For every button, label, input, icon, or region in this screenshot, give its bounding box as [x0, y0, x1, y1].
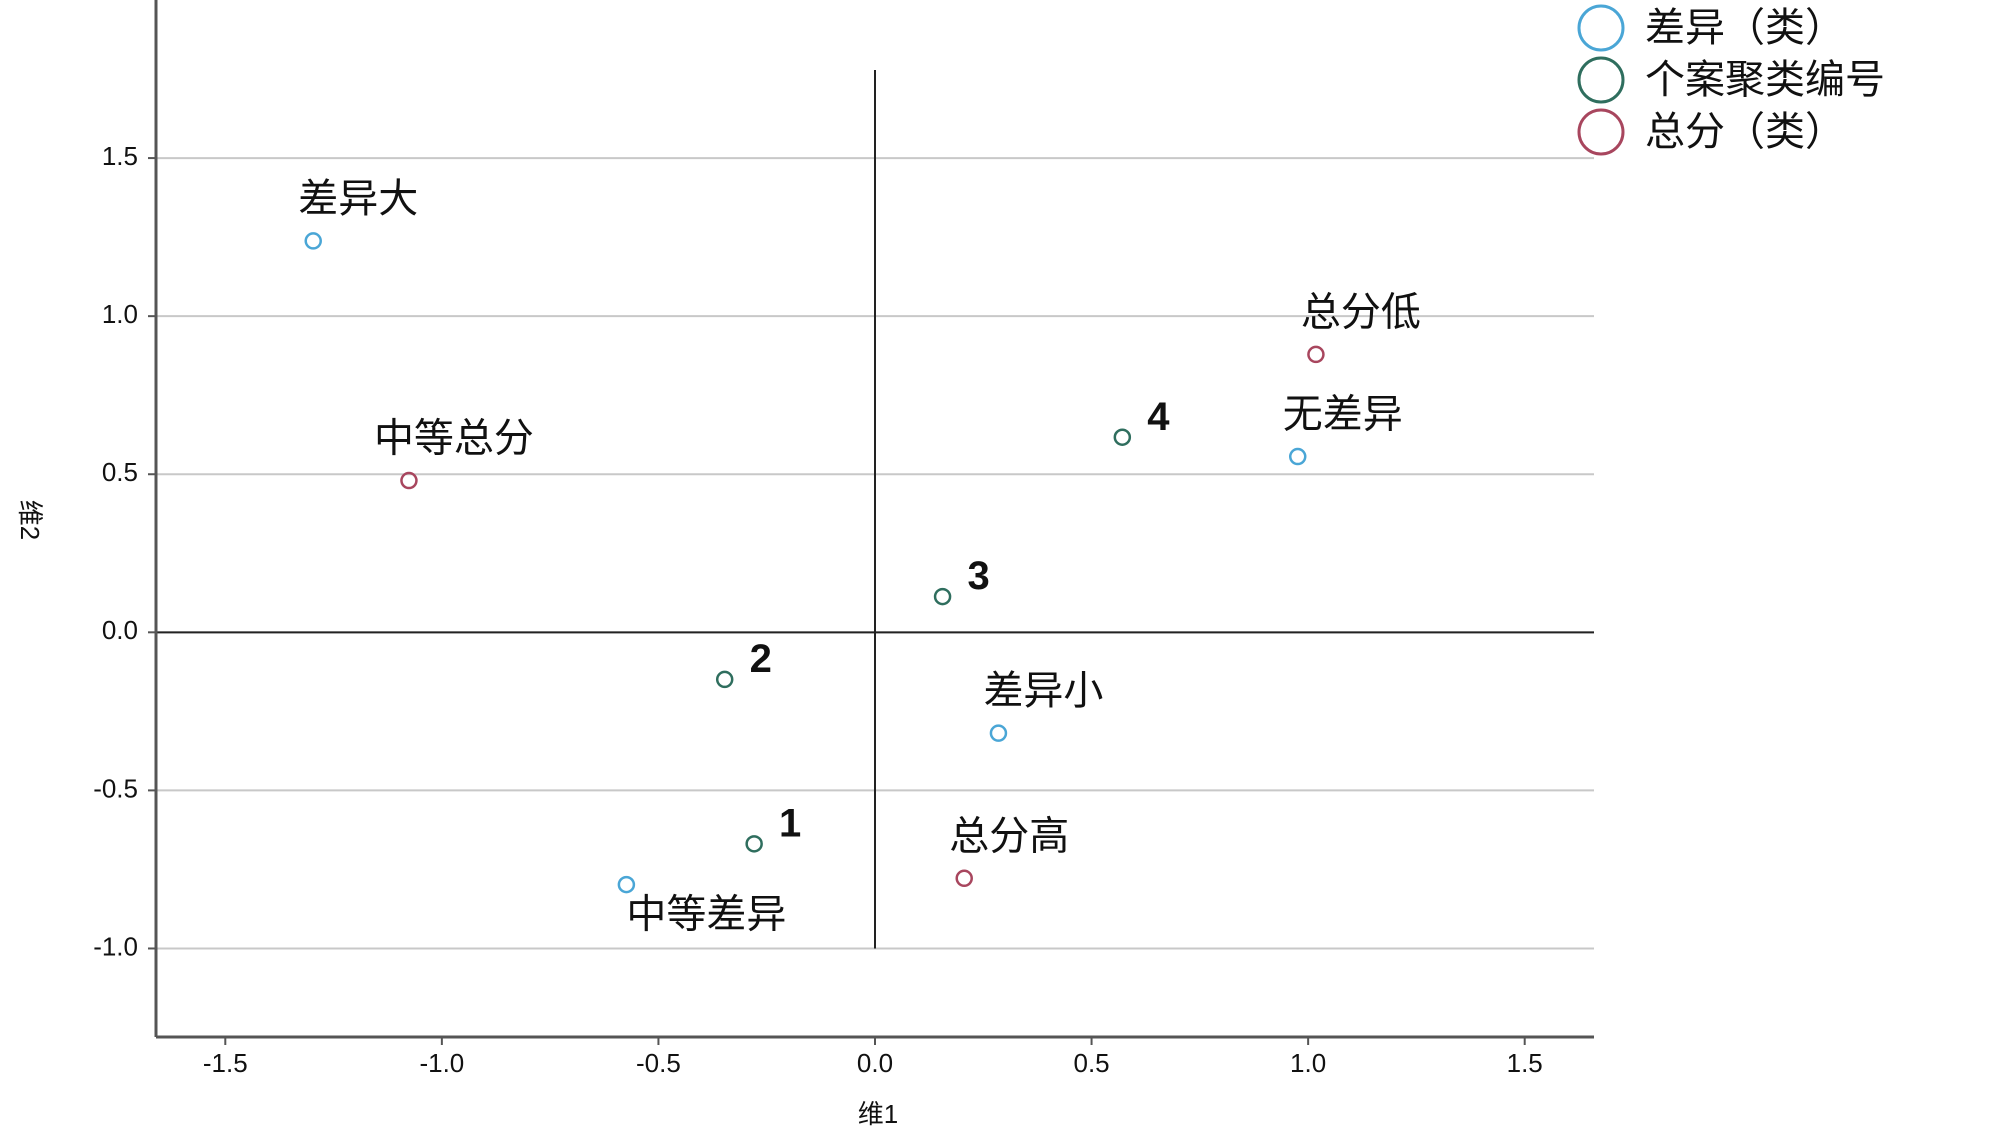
- point-label: 中等差异: [626, 892, 786, 938]
- point: [400, 471, 418, 490]
- point: [1288, 447, 1307, 466]
- legend-marker: [1577, 56, 1625, 104]
- y-tick-label: 1.0: [102, 299, 138, 329]
- legend-label: 总分（类）: [1645, 109, 1845, 155]
- point-label: 差异大: [298, 176, 418, 222]
- point-label: 1: [779, 801, 801, 845]
- point: [1307, 345, 1325, 364]
- point: [989, 724, 1008, 742]
- point-label: 2: [750, 637, 772, 681]
- x-tick-label: 0.0: [857, 1048, 893, 1078]
- y-tick-label: 1.5: [102, 141, 138, 171]
- y-tick-label: 0.0: [102, 615, 138, 645]
- y-tick-label: 0.5: [102, 457, 138, 487]
- point: [617, 875, 636, 894]
- point-label: 总分高: [949, 813, 1069, 859]
- point: [933, 587, 952, 606]
- y-tick-label: -0.5: [93, 773, 138, 803]
- x-tick-label: -1.5: [203, 1048, 248, 1078]
- legend-label: 差异（类）: [1645, 5, 1845, 51]
- point-label: 无差异: [1283, 392, 1403, 438]
- point: [715, 670, 734, 689]
- point-label: 4: [1147, 395, 1170, 439]
- y-tick-label: -1.0: [93, 931, 138, 961]
- legend-marker: [1577, 108, 1625, 156]
- point-label: 3: [967, 554, 989, 598]
- point: [955, 869, 973, 888]
- x-axis-label: 维1: [858, 1099, 898, 1129]
- legend-marker: [1577, 4, 1625, 52]
- x-tick-label: -1.0: [419, 1048, 464, 1078]
- x-tick-label: 1.5: [1507, 1048, 1543, 1078]
- x-tick-label: -0.5: [636, 1048, 681, 1078]
- point-label: 差异小: [983, 668, 1103, 714]
- x-tick-label: 1.0: [1290, 1048, 1326, 1078]
- point-label: 总分低: [1301, 289, 1421, 335]
- point: [304, 232, 322, 250]
- point: [745, 835, 763, 853]
- legend-label: 个案聚类编号: [1645, 57, 1885, 103]
- x-tick-label: 0.5: [1073, 1048, 1109, 1078]
- point-label: 中等总分: [374, 416, 534, 462]
- point: [1113, 428, 1132, 446]
- y-axis-label: 维2: [15, 500, 45, 540]
